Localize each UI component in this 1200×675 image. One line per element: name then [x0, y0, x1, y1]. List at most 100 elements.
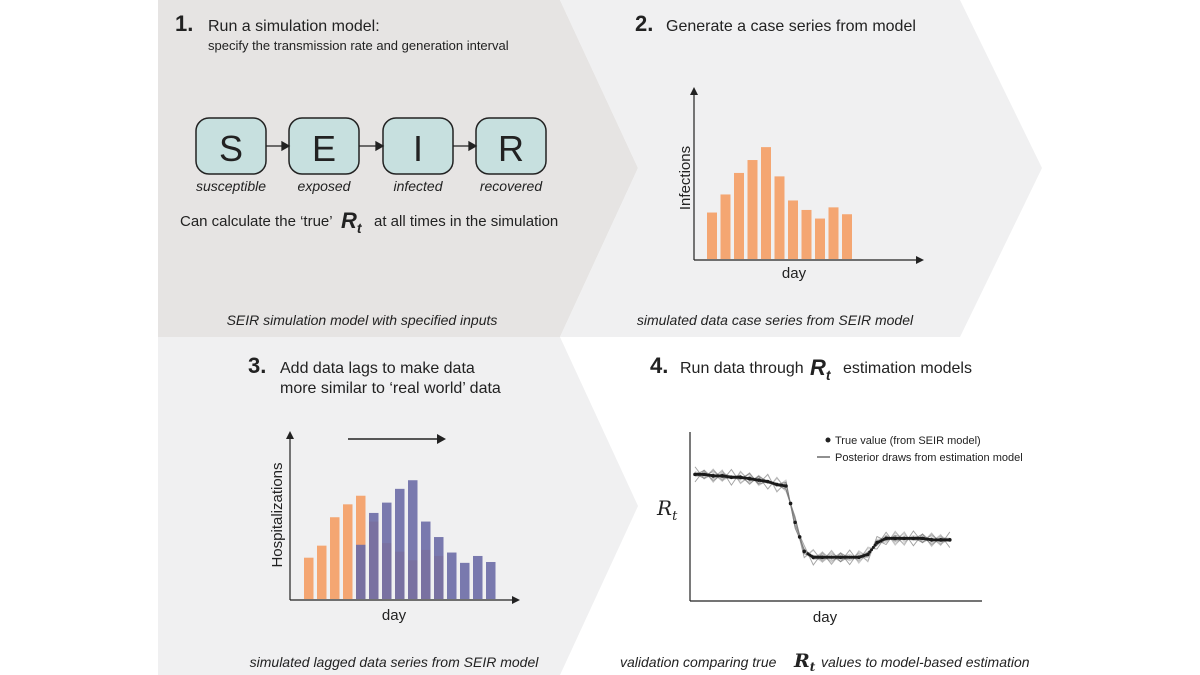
bar [774, 176, 785, 259]
step-3-number: 3. [248, 353, 266, 378]
step-4-caption-start: validation comparing true [620, 654, 777, 670]
true-value-point [797, 535, 802, 539]
arrowhead [281, 140, 291, 152]
step-2-title: Generate a case series from model [666, 18, 916, 35]
step-4-title-start: Run data through [680, 360, 804, 377]
bar [734, 172, 744, 259]
compartment-e: E exposed [288, 117, 360, 194]
bars [707, 147, 852, 259]
rt-estimation-chart: Rt day True value (from SEIR model) Post… [656, 432, 1023, 626]
legend-true-value: True value (from SEIR model) [835, 435, 981, 447]
step-1-note-start: Can calculate the ‘true’ [180, 213, 333, 230]
legend-point-marker [825, 437, 831, 443]
posterior-draw-line [694, 469, 950, 564]
posterior-draw-line [694, 470, 951, 565]
step-2-number: 2. [635, 11, 653, 36]
x-axis-label: day [813, 609, 838, 626]
true-value-point [868, 550, 872, 554]
true-value-point [788, 501, 793, 506]
posterior-draw-line [694, 469, 950, 562]
y-axis-label: Hospitalizations [269, 462, 286, 567]
posterior-draw-line [694, 472, 951, 563]
posterior-draw-line [694, 469, 951, 566]
compartment-i: I infected [382, 117, 454, 194]
true-value-point [871, 545, 875, 549]
step-3-title-line-1: Add data lags to make data [280, 360, 475, 377]
bar [421, 521, 431, 599]
step-3-title-line-2: more similar to ‘real world’ data [280, 380, 501, 397]
compartment-letter: E [312, 128, 336, 169]
posterior-draw-line [694, 471, 951, 563]
step-3-caption: simulated lagged data series from SEIR m… [250, 654, 540, 670]
bar [356, 544, 366, 599]
y-axis-arrow [286, 431, 294, 439]
bar [761, 147, 771, 259]
bar [720, 194, 731, 259]
rt-symbol: Rt [341, 208, 363, 236]
step-4-caption: validation comparing true Rt values to m… [620, 650, 1030, 674]
case-series-chart: Infections day [677, 87, 924, 282]
compartment-label: recovered [480, 178, 543, 194]
bars [304, 480, 496, 599]
bar [447, 552, 457, 599]
compartment-r: R recovered [475, 117, 547, 194]
posterior-draw-line [694, 469, 950, 563]
compartment-label: infected [393, 178, 443, 194]
true-value-point [802, 549, 806, 554]
true-value-point [784, 484, 788, 488]
compartment-letter: S [219, 128, 243, 169]
y-axis-label: Infections [677, 146, 694, 210]
bar [304, 557, 314, 599]
bar [842, 214, 852, 259]
true-value-point [873, 543, 877, 547]
rt-symbol: Rt [810, 355, 832, 383]
bar [788, 200, 798, 259]
bar [434, 537, 444, 599]
legend-posterior: Posterior draws from estimation model [835, 452, 1023, 464]
step-1-title: Run a simulation model: [208, 18, 380, 35]
bar [343, 504, 353, 599]
x-axis-arrow [916, 256, 924, 264]
bar [473, 555, 483, 599]
x-axis-label: day [782, 265, 807, 282]
true-value-point [948, 538, 952, 542]
x-axis-label: day [382, 607, 407, 624]
bar [369, 512, 379, 599]
step-2-caption: simulated data case series from SEIR mod… [637, 312, 914, 328]
posterior-draw-line [694, 469, 950, 561]
bar [382, 502, 392, 599]
arrowhead [375, 140, 385, 152]
legend: True value (from SEIR model) Posterior d… [817, 435, 1023, 464]
bar [486, 561, 496, 599]
step-1-caption: SEIR simulation model with specified inp… [227, 312, 498, 328]
posterior-draw-line [694, 466, 951, 567]
lag-arrowhead [437, 434, 446, 444]
bar [460, 562, 470, 599]
bar [747, 160, 758, 259]
posterior-draw-line [694, 466, 950, 566]
step-1-number: 1. [175, 11, 193, 36]
bar [408, 480, 418, 599]
step-4-caption-end: values to model-based estimation [821, 654, 1030, 670]
x-axis-arrow [512, 596, 520, 604]
bar [828, 207, 839, 259]
compartment-label: exposed [298, 178, 352, 194]
bar [330, 517, 340, 599]
bar [707, 212, 717, 259]
bar [317, 545, 327, 599]
compartment-letter: I [413, 128, 423, 169]
true-value-point [866, 552, 870, 556]
seir-diagram: S susceptible E exposed I infected R rec… [195, 117, 547, 194]
compartment-s: S susceptible [195, 117, 267, 194]
bar [801, 209, 812, 259]
bar [815, 218, 825, 259]
posterior-draw-line [694, 471, 951, 564]
posterior-draw-line [694, 469, 950, 561]
posterior-draws [694, 466, 951, 567]
posterior-draw-line [694, 469, 950, 560]
step-1-note-end: at all times in the simulation [374, 213, 558, 230]
true-value-point [870, 548, 874, 552]
true-value-points [693, 472, 952, 560]
